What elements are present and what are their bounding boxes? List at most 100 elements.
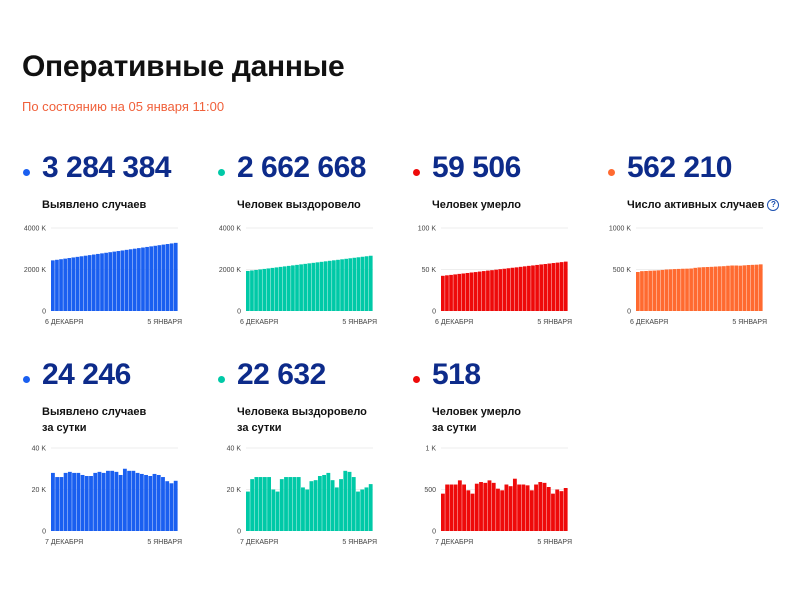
bar[interactable] bbox=[368, 255, 373, 311]
bar[interactable] bbox=[339, 479, 343, 531]
bar[interactable] bbox=[445, 275, 449, 311]
bar[interactable] bbox=[481, 271, 486, 311]
bar[interactable] bbox=[754, 264, 759, 311]
bar[interactable] bbox=[508, 486, 513, 531]
bar[interactable] bbox=[80, 474, 85, 531]
bar[interactable] bbox=[96, 253, 100, 311]
bar[interactable] bbox=[55, 477, 60, 531]
bar[interactable] bbox=[278, 266, 283, 311]
bar[interactable] bbox=[141, 247, 145, 311]
bar[interactable] bbox=[356, 257, 361, 311]
bar[interactable] bbox=[63, 472, 68, 531]
bar[interactable] bbox=[149, 246, 154, 311]
bar[interactable] bbox=[59, 259, 63, 311]
bar[interactable] bbox=[97, 471, 102, 531]
bar[interactable] bbox=[453, 274, 457, 311]
bar[interactable] bbox=[730, 265, 734, 311]
bar[interactable] bbox=[127, 470, 132, 531]
bar[interactable] bbox=[169, 483, 174, 531]
bar[interactable] bbox=[313, 480, 318, 531]
bar[interactable] bbox=[563, 488, 568, 531]
bar[interactable] bbox=[332, 260, 336, 311]
bar[interactable] bbox=[305, 489, 310, 532]
bar[interactable] bbox=[101, 472, 106, 531]
bar[interactable] bbox=[512, 478, 517, 531]
bar[interactable] bbox=[461, 273, 466, 311]
bar[interactable] bbox=[457, 273, 462, 311]
bar[interactable] bbox=[51, 472, 55, 531]
bar[interactable] bbox=[693, 267, 698, 311]
bar[interactable] bbox=[156, 474, 161, 531]
bar[interactable] bbox=[709, 266, 714, 311]
bar[interactable] bbox=[750, 264, 755, 311]
bar[interactable] bbox=[525, 485, 530, 531]
bar[interactable] bbox=[165, 244, 170, 311]
bar[interactable] bbox=[457, 480, 462, 531]
bar[interactable] bbox=[517, 484, 522, 531]
bar[interactable] bbox=[535, 264, 539, 311]
bar[interactable] bbox=[296, 477, 301, 531]
bar[interactable] bbox=[652, 270, 657, 311]
bar[interactable] bbox=[76, 472, 81, 531]
bar[interactable] bbox=[114, 471, 119, 531]
bar[interactable] bbox=[479, 482, 483, 531]
bar[interactable] bbox=[713, 266, 718, 311]
bar[interactable] bbox=[246, 491, 250, 531]
bar[interactable] bbox=[449, 274, 453, 311]
bar[interactable] bbox=[267, 477, 271, 531]
bar[interactable] bbox=[284, 477, 288, 531]
bar[interactable] bbox=[145, 246, 149, 311]
bar[interactable] bbox=[477, 271, 482, 311]
bar[interactable] bbox=[110, 470, 115, 531]
bar[interactable] bbox=[542, 482, 547, 531]
bar[interactable] bbox=[496, 488, 500, 531]
bar[interactable] bbox=[486, 270, 490, 311]
bar[interactable] bbox=[543, 264, 548, 311]
bar[interactable] bbox=[555, 489, 560, 532]
bar[interactable] bbox=[514, 267, 519, 311]
bar[interactable] bbox=[254, 269, 258, 311]
bar[interactable] bbox=[157, 245, 162, 311]
bar[interactable] bbox=[51, 260, 55, 311]
bar[interactable] bbox=[311, 262, 316, 311]
bar[interactable] bbox=[506, 268, 511, 311]
bar[interactable] bbox=[288, 477, 293, 531]
bar[interactable] bbox=[738, 265, 743, 311]
bar[interactable] bbox=[258, 477, 263, 531]
bar[interactable] bbox=[546, 487, 551, 531]
bar[interactable] bbox=[89, 476, 93, 531]
bar[interactable] bbox=[326, 472, 331, 531]
bar[interactable] bbox=[531, 265, 535, 311]
bar[interactable] bbox=[104, 252, 108, 311]
bar[interactable] bbox=[84, 476, 89, 531]
bar[interactable] bbox=[250, 479, 255, 531]
bar[interactable] bbox=[660, 269, 665, 311]
bar[interactable] bbox=[705, 267, 710, 311]
bar[interactable] bbox=[275, 491, 280, 531]
bar[interactable] bbox=[498, 269, 503, 311]
bar[interactable] bbox=[55, 259, 59, 311]
bar[interactable] bbox=[644, 270, 648, 311]
bar[interactable] bbox=[258, 269, 262, 311]
bar[interactable] bbox=[441, 275, 445, 311]
bar[interactable] bbox=[473, 272, 478, 311]
bar[interactable] bbox=[266, 268, 271, 311]
bar[interactable] bbox=[169, 243, 174, 311]
bar[interactable] bbox=[726, 265, 730, 311]
bar[interactable] bbox=[87, 255, 92, 311]
bar[interactable] bbox=[161, 244, 166, 311]
bar[interactable] bbox=[538, 482, 543, 531]
bar[interactable] bbox=[262, 268, 267, 311]
bar[interactable] bbox=[83, 255, 88, 311]
bar[interactable] bbox=[295, 264, 299, 311]
bar[interactable] bbox=[518, 266, 523, 311]
bar[interactable] bbox=[510, 267, 515, 311]
bar[interactable] bbox=[758, 264, 763, 311]
bar[interactable] bbox=[746, 265, 751, 311]
bar[interactable] bbox=[153, 245, 158, 311]
bar[interactable] bbox=[465, 272, 470, 311]
bar[interactable] bbox=[360, 256, 365, 311]
bar[interactable] bbox=[500, 490, 505, 531]
bar[interactable] bbox=[262, 477, 267, 531]
bar[interactable] bbox=[344, 258, 349, 311]
